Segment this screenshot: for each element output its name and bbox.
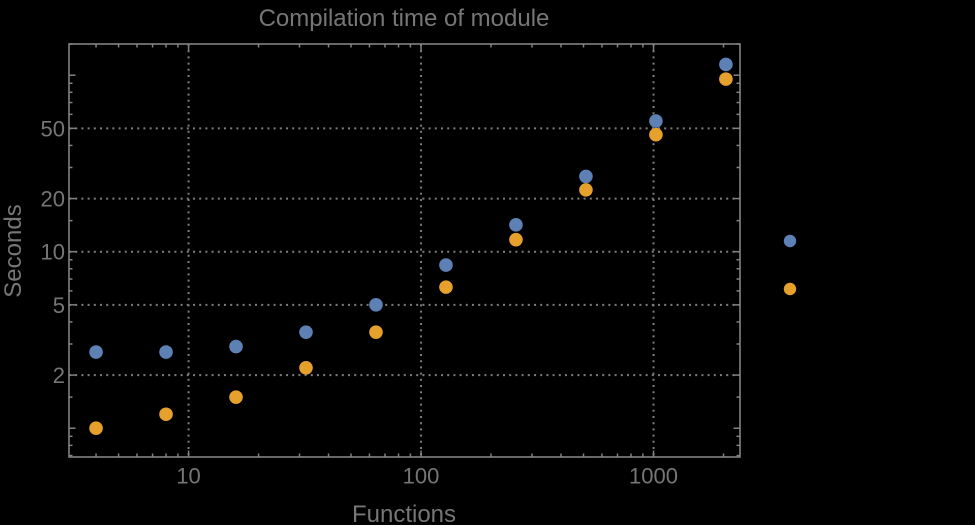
- data-point-series-2-orange: [299, 360, 313, 375]
- y-tick-label: 20: [41, 187, 65, 212]
- data-point-series-2-orange: [89, 421, 103, 436]
- data-point-series-2-orange: [649, 127, 663, 142]
- data-point-series-1-blue: [369, 298, 383, 312]
- tick-labels: 10 100 1000 2 5 10 20 50: [41, 116, 678, 488]
- chart-title: Compilation time of module: [259, 5, 550, 32]
- data-point-series-1-blue: [229, 339, 243, 354]
- data-point-series-1-blue: [89, 345, 103, 359]
- y-tick-label: 10: [41, 240, 65, 265]
- x-tick-label: 100: [403, 464, 440, 489]
- data-point-series-1-blue: [299, 325, 313, 339]
- data-point-series-1-blue: [579, 169, 593, 184]
- data-point-series-2-orange: [579, 183, 593, 197]
- data-point-series-2-orange: [439, 280, 453, 294]
- data-point-series-1-blue: [159, 345, 173, 359]
- x-tick-label: 10: [176, 464, 200, 489]
- y-tick-label: 2: [53, 363, 65, 388]
- x-axis-label: Functions: [352, 501, 456, 525]
- legend: [783, 234, 797, 296]
- data-point-series-1-blue: [719, 57, 733, 72]
- data-point-series-1-blue: [649, 114, 663, 128]
- data-point-series-1-blue: [439, 258, 453, 272]
- data-point-series-2-orange: [369, 325, 383, 339]
- y-tick-label: 50: [41, 116, 65, 141]
- legend-marker-1: [783, 234, 797, 248]
- data-point-series-2-orange: [159, 407, 173, 422]
- x-tick-label: 1000: [629, 464, 678, 489]
- gridlines: [69, 44, 740, 457]
- legend-marker-2: [783, 282, 797, 296]
- data-point-series-2-orange: [509, 232, 523, 247]
- data-point-series-2-orange: [229, 390, 243, 404]
- plot-frame: [68, 43, 741, 458]
- y-axis-label: Seconds: [0, 204, 27, 297]
- data-point-series-2-orange: [719, 72, 733, 86]
- axis-ticks: [69, 43, 740, 457]
- data-point-series-1-blue: [509, 218, 523, 232]
- y-tick-label: 5: [53, 293, 65, 318]
- data-points: [89, 57, 733, 436]
